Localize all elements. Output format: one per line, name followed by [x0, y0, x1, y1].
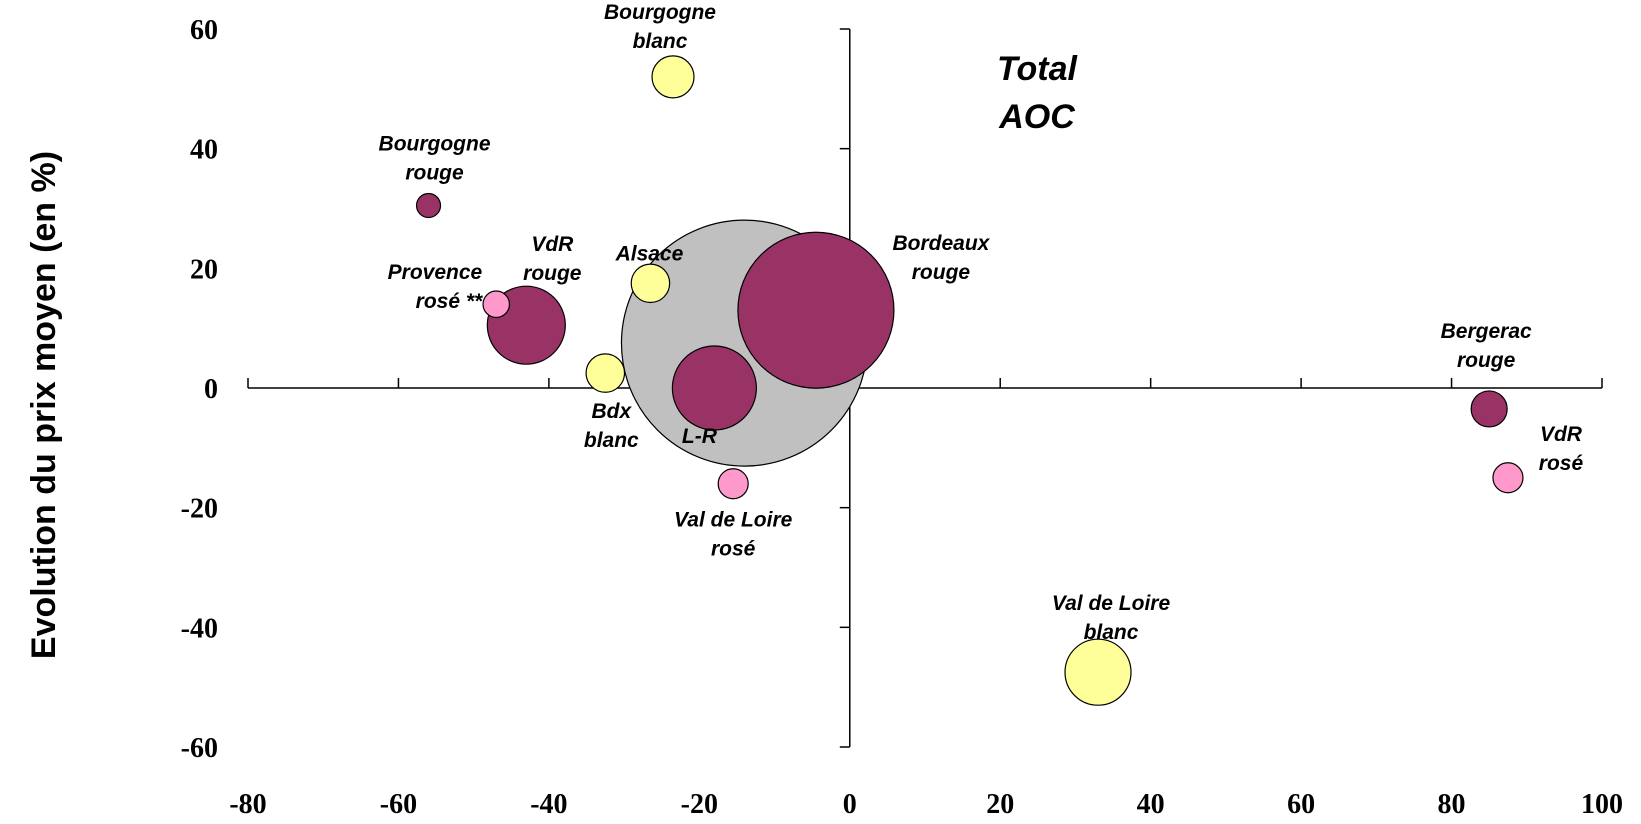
- bubble-label-line: Bergerac: [1441, 320, 1532, 343]
- bubble-label-bourgogne-blanc: Bourgogne blanc: [604, 1, 716, 53]
- bubble-bourgogne-blanc: [651, 55, 695, 99]
- bubble-label-line: rouge: [912, 261, 971, 284]
- bubble-label-line: rosé: [711, 538, 756, 561]
- bubble-label-line: rosé **: [416, 290, 483, 313]
- bubble-label-bergerac-rouge: Bergerac rouge: [1441, 320, 1532, 372]
- bubble-label-bdx-blanc: Bdx blanc: [584, 400, 639, 452]
- y-tick-label: 60: [190, 15, 218, 46]
- y-tick-label: 20: [190, 254, 218, 285]
- bubbles: [415, 55, 1524, 706]
- bubble-label-l-r: L-R: [682, 425, 718, 448]
- bubble-alsace: [630, 263, 671, 304]
- bubble-label-vdr-rouge: VdR rouge: [523, 233, 582, 285]
- y-tick-label: -40: [181, 613, 218, 644]
- bubble-l-r: [671, 345, 757, 431]
- bubble-label-line: blanc: [1084, 621, 1139, 644]
- x-tick-label: 0: [843, 789, 857, 819]
- y-tick-label: -60: [181, 733, 218, 764]
- x-tick-label: 20: [986, 789, 1014, 819]
- bubble-label-line: Bourgogne: [604, 1, 716, 24]
- bubble-label-line: blanc: [633, 30, 688, 53]
- bubble-label-line: Bourgogne: [379, 133, 491, 156]
- chart-title-line: Total: [997, 50, 1079, 88]
- chart-title: Total AOC: [997, 50, 1079, 136]
- bubble-bourgogne-rouge: [415, 192, 442, 219]
- bubble-label-line: Bordeaux: [892, 232, 990, 255]
- bubble-label-provence-ros: Provence rosé **: [388, 261, 483, 313]
- bubble-label-alsace: Alsace: [615, 242, 684, 265]
- bubble-label-line: Bdx: [591, 400, 632, 423]
- bubble-label-bourgogne-rouge: Bourgogne rouge: [379, 133, 491, 185]
- bubble-label-line: VdR: [1540, 423, 1583, 446]
- bubble-label-line: blanc: [584, 429, 639, 452]
- bubble-label-line: Provence: [388, 261, 483, 284]
- chart-title-line: AOC: [998, 98, 1075, 136]
- bubble-label-line: rouge: [523, 262, 582, 285]
- y-axis-title: Evolution du prix moyen (en %): [25, 151, 63, 659]
- x-tick-label: -20: [681, 789, 718, 819]
- bubble-bordeaux-rouge: [737, 231, 895, 389]
- bubble-label-val-de-loire-ros: Val de Loire rosé: [674, 509, 793, 561]
- bubble-label-line: rouge: [405, 162, 464, 185]
- bubble-bdx-blanc: [585, 353, 626, 393]
- bubble-val-de-loire-blanc: [1064, 638, 1132, 706]
- bubble-bergerac-rouge: [1470, 390, 1508, 428]
- x-tick-label: -60: [380, 789, 417, 819]
- bubble-label-bordeaux-rouge: Bordeaux rouge: [892, 232, 990, 284]
- bubble-vdr-ros: [1492, 462, 1524, 494]
- bubble-val-de-loire-ros: [717, 468, 749, 500]
- bubble-label-vdr-ros: VdR rosé: [1539, 423, 1584, 475]
- bubble-label-line: Val de Loire: [674, 509, 793, 532]
- y-tick-label: 40: [190, 135, 218, 166]
- bubble-label-line: rouge: [1457, 349, 1516, 372]
- bubble-label-line: Val de Loire: [1052, 592, 1171, 615]
- axes: -80 -60 -40 -20 0 20 40 60 80 100 60 40 20 0 -20 -40 -60: [181, 15, 1623, 820]
- bubble-label-line: L-R: [682, 425, 718, 448]
- x-tick-label: 100: [1581, 789, 1623, 819]
- bubble-provence-ros: [482, 290, 511, 319]
- x-tick-label: 40: [1137, 789, 1165, 819]
- bubble-label-val-de-loire-blanc: Val de Loire blanc: [1052, 592, 1171, 644]
- bubble-label-line: VdR: [531, 233, 574, 256]
- x-tick-label: -40: [530, 789, 567, 819]
- y-tick-label: 0: [204, 374, 218, 405]
- y-tick-label: -20: [181, 494, 218, 525]
- bubble-label-line: rosé: [1539, 452, 1584, 475]
- x-tick-label: 80: [1438, 789, 1466, 819]
- bubble-label-line: Alsace: [615, 242, 684, 265]
- x-tick-label: 60: [1287, 789, 1315, 819]
- x-tick-label: -80: [229, 789, 266, 819]
